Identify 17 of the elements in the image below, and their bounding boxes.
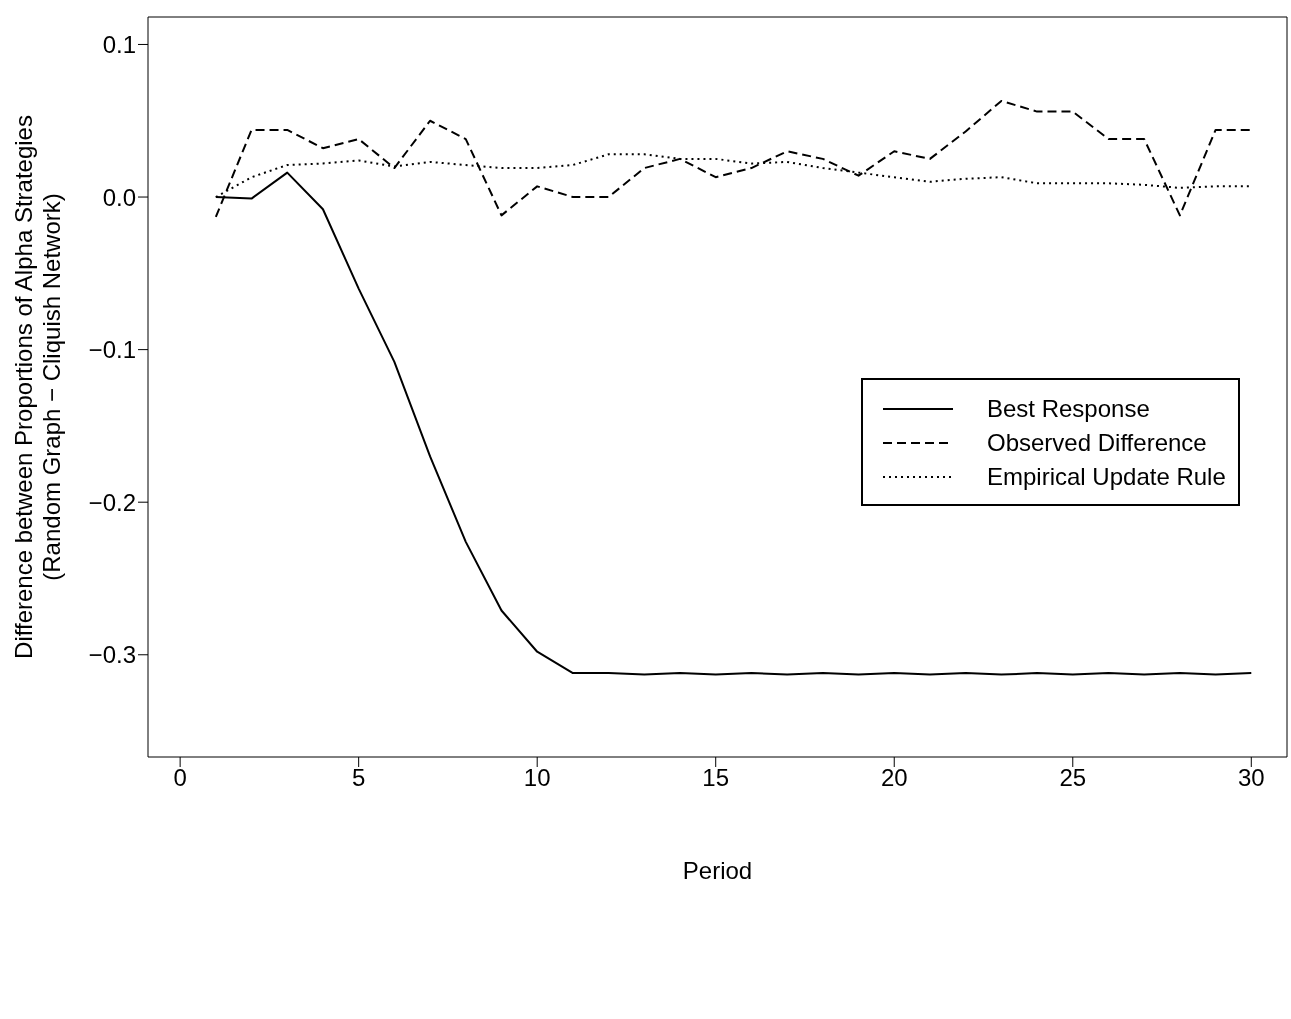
x-tick-label: 15 — [702, 764, 730, 792]
legend-label: Observed Difference — [987, 429, 1207, 457]
x-tick-label: 10 — [523, 764, 551, 792]
x-tick-label: 5 — [351, 764, 366, 792]
legend-label: Best Response — [987, 395, 1150, 423]
x-tick-label: 30 — [1237, 764, 1265, 792]
legend-label: Empirical Update Rule — [987, 463, 1226, 491]
y-axis-title: Difference between Proportions of Alpha Strategies (Random Graph − Cliquish Network) — [10, 115, 65, 659]
x-tick-label: 25 — [1059, 764, 1087, 792]
y-tick-label: −0.3 — [88, 641, 136, 669]
y-tick-label: 0.1 — [102, 30, 136, 58]
y-tick-label: −0.2 — [88, 488, 136, 516]
y-tick-label: 0.0 — [102, 183, 136, 211]
x-axis-title: Period — [682, 857, 753, 884]
y-tick-label: −0.1 — [88, 336, 136, 364]
x-tick-label: 20 — [880, 764, 908, 792]
x-tick-label: 0 — [173, 764, 187, 792]
